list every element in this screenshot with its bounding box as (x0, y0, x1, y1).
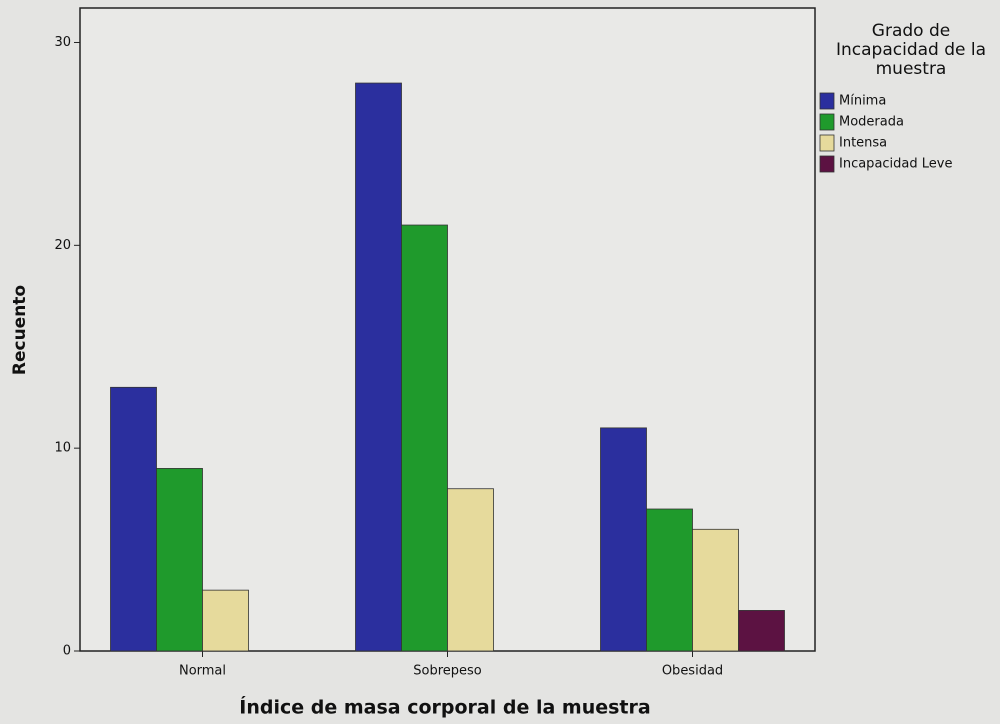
bar (156, 468, 203, 652)
x-tick-label: Normal (179, 664, 226, 679)
legend-label: Incapacidad Leve (839, 157, 952, 172)
bar (202, 589, 249, 652)
bar (738, 610, 785, 652)
legend-swatch (819, 92, 835, 110)
y-tick-label: 30 (54, 35, 71, 50)
legend-title: Grado de Incapacidad de la muestra (835, 21, 987, 79)
bar (646, 508, 693, 652)
x-axis-label: Índice de masa corporal de la muestra (239, 696, 650, 719)
legend-label: Mínima (839, 94, 886, 109)
legend-swatch (819, 134, 835, 152)
y-axis-label: Recuento (10, 285, 30, 375)
x-tick-label: Obesidad (662, 664, 723, 679)
bar (692, 528, 739, 652)
x-tick-label: Sobrepeso (413, 664, 482, 679)
y-tick-label: 20 (54, 238, 71, 253)
bar (600, 427, 647, 652)
legend-label: Moderada (839, 115, 904, 130)
legend-label: Intensa (839, 136, 887, 151)
y-tick-label: 10 (54, 441, 71, 456)
y-tick-label: 0 (63, 644, 71, 659)
legend-swatch (819, 155, 835, 173)
bar (110, 386, 157, 652)
bar (401, 224, 448, 652)
bar (447, 488, 494, 652)
bar (355, 82, 402, 652)
legend-swatch (819, 113, 835, 131)
